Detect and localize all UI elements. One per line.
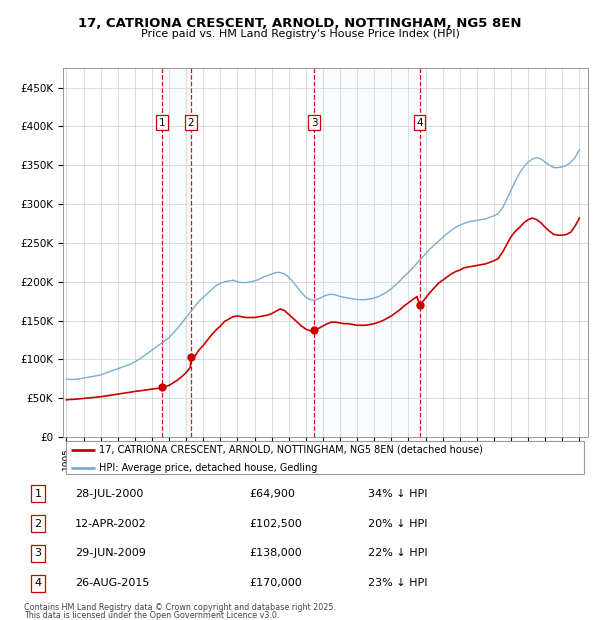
Text: 3: 3 bbox=[35, 549, 41, 559]
Text: £170,000: £170,000 bbox=[250, 578, 302, 588]
FancyBboxPatch shape bbox=[65, 441, 584, 474]
Text: £102,500: £102,500 bbox=[250, 518, 302, 528]
Bar bbox=[161, 68, 191, 437]
Text: This data is licensed under the Open Government Licence v3.0.: This data is licensed under the Open Gov… bbox=[24, 611, 280, 620]
Text: 2: 2 bbox=[188, 118, 194, 128]
Text: HPI: Average price, detached house, Gedling: HPI: Average price, detached house, Gedl… bbox=[98, 463, 317, 472]
Text: 17, CATRIONA CRESCENT, ARNOLD, NOTTINGHAM, NG5 8EN (detached house): 17, CATRIONA CRESCENT, ARNOLD, NOTTINGHA… bbox=[98, 445, 482, 454]
Bar bbox=[314, 68, 419, 437]
Text: 4: 4 bbox=[416, 118, 423, 128]
Text: 1: 1 bbox=[158, 118, 165, 128]
Text: £138,000: £138,000 bbox=[250, 549, 302, 559]
Text: £64,900: £64,900 bbox=[250, 489, 295, 498]
Text: 3: 3 bbox=[311, 118, 317, 128]
Text: 29-JUN-2009: 29-JUN-2009 bbox=[75, 549, 146, 559]
Text: 20% ↓ HPI: 20% ↓ HPI bbox=[368, 518, 428, 528]
Text: 2: 2 bbox=[35, 518, 41, 528]
Text: 12-APR-2002: 12-APR-2002 bbox=[75, 518, 146, 528]
Text: 17, CATRIONA CRESCENT, ARNOLD, NOTTINGHAM, NG5 8EN: 17, CATRIONA CRESCENT, ARNOLD, NOTTINGHA… bbox=[78, 17, 522, 30]
Text: Price paid vs. HM Land Registry's House Price Index (HPI): Price paid vs. HM Land Registry's House … bbox=[140, 29, 460, 39]
Text: 28-JUL-2000: 28-JUL-2000 bbox=[75, 489, 143, 498]
Text: 26-AUG-2015: 26-AUG-2015 bbox=[75, 578, 149, 588]
Text: 23% ↓ HPI: 23% ↓ HPI bbox=[368, 578, 428, 588]
Text: 34% ↓ HPI: 34% ↓ HPI bbox=[368, 489, 428, 498]
Text: 4: 4 bbox=[35, 578, 41, 588]
Text: Contains HM Land Registry data © Crown copyright and database right 2025.: Contains HM Land Registry data © Crown c… bbox=[24, 603, 336, 613]
Text: 22% ↓ HPI: 22% ↓ HPI bbox=[368, 549, 428, 559]
Text: 1: 1 bbox=[35, 489, 41, 498]
